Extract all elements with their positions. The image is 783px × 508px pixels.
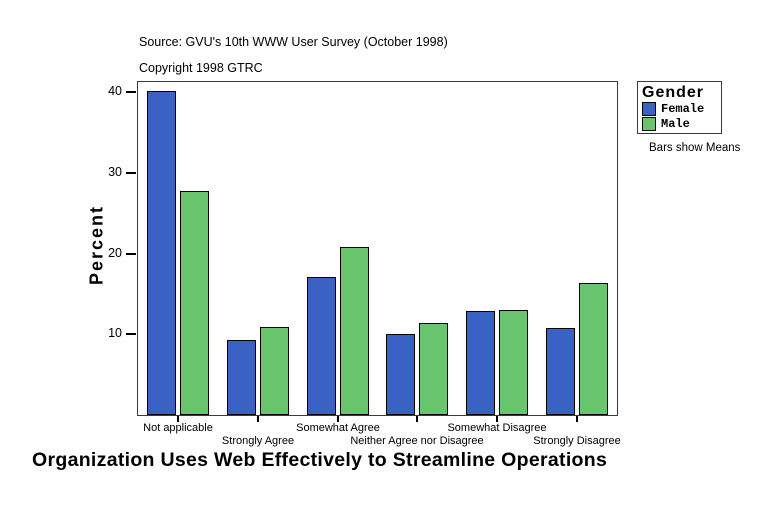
bar-female-somewhat-agree [307, 277, 336, 415]
bar-female-somewhat-disagree [466, 311, 495, 415]
bar-male-not-applicable [180, 191, 209, 415]
bar-female-strongly-agree [227, 340, 256, 415]
y-tick-30 [126, 172, 136, 174]
x-tick-label-somewhat-disagree: Somewhat Disagree [447, 422, 547, 434]
x-tick-label-not-applicable: Not applicable [143, 422, 213, 434]
legend-swatch-male [642, 116, 656, 131]
x-tick-4 [496, 416, 498, 422]
legend: Gender Female Male [637, 81, 722, 134]
legend-label-male: Male [661, 116, 690, 131]
y-tick-label-20: 20 [108, 246, 122, 260]
x-tick-label-somewhat-agree: Somewhat Agree [296, 422, 380, 434]
copyright-line: Copyright 1998 GTRC [139, 61, 263, 75]
x-tick-label-strongly-agree: Strongly Agree [221, 435, 295, 447]
y-tick-10 [126, 333, 136, 335]
y-tick-20 [126, 253, 136, 255]
y-tick-label-10: 10 [108, 326, 122, 340]
x-tick-2 [337, 416, 339, 422]
legend-item-female: Female [642, 101, 717, 116]
bar-male-somewhat-agree [340, 247, 369, 415]
x-tick-label-neither-agree-nor-disagree: Neither Agree nor Disagree [350, 435, 484, 447]
bars-note: Bars show Means [649, 142, 741, 154]
legend-items: Female Male [642, 101, 717, 131]
bar-female-neither-agree-nor-disagree [386, 334, 415, 415]
bar-female-not-applicable [147, 91, 176, 415]
y-tick-label-30: 30 [108, 165, 122, 179]
plot-area [137, 81, 618, 416]
x-tick-0 [177, 416, 179, 422]
source-line: Source: GVU's 10th WWW User Survey (Octo… [139, 35, 448, 49]
legend-title: Gender [642, 84, 705, 101]
chart-title: Organization Uses Web Effectively to Str… [32, 449, 608, 471]
y-axis-title: Percent [86, 204, 107, 286]
bar-female-strongly-disagree [546, 328, 575, 415]
x-tick-3 [416, 416, 418, 422]
bar-male-somewhat-disagree [499, 310, 528, 415]
legend-label-female: Female [661, 101, 705, 116]
y-tick-40 [126, 91, 136, 93]
legend-item-male: Male [642, 116, 717, 131]
x-tick-5 [576, 416, 578, 422]
bar-male-neither-agree-nor-disagree [419, 323, 448, 415]
bar-male-strongly-agree [260, 327, 289, 415]
x-tick-1 [257, 416, 259, 422]
legend-swatch-female [642, 101, 656, 116]
x-tick-label-strongly-disagree: Strongly Disagree [533, 435, 621, 447]
y-tick-label-40: 40 [108, 84, 122, 98]
bar-male-strongly-disagree [579, 283, 608, 415]
